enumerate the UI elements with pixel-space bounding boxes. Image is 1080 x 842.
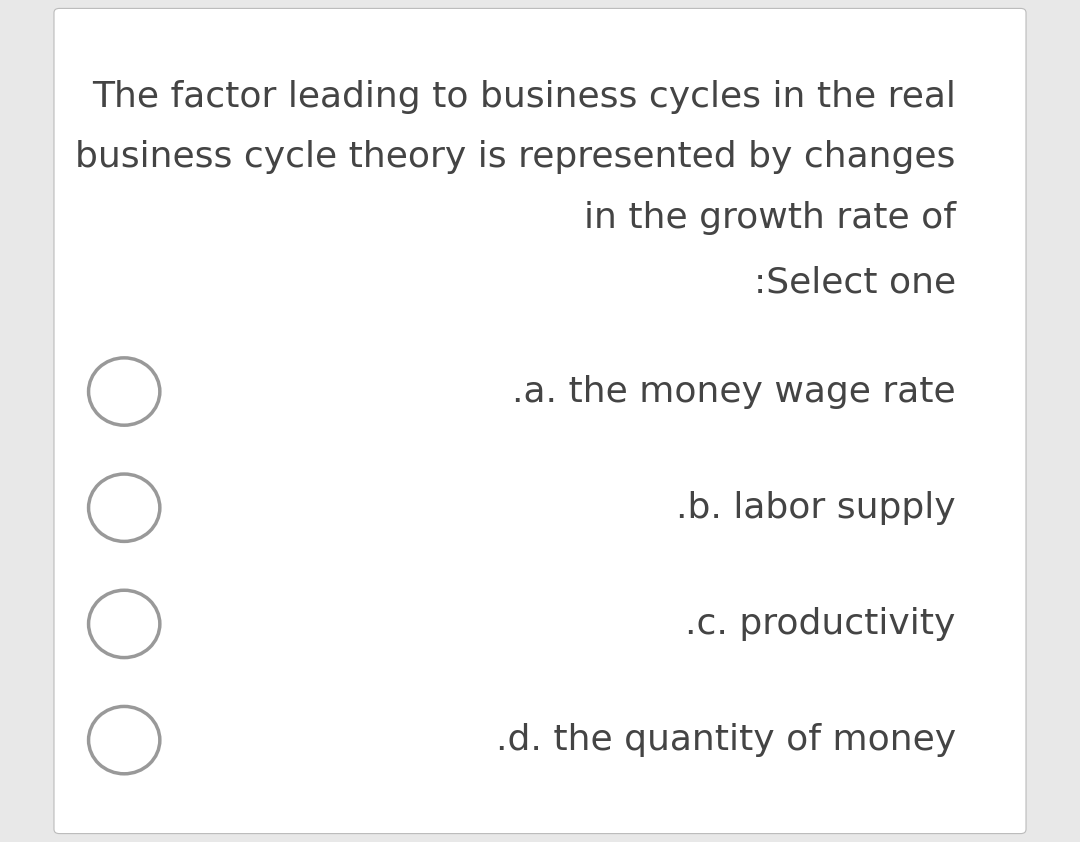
FancyBboxPatch shape bbox=[54, 8, 1026, 834]
Text: business cycle theory is represented by changes: business cycle theory is represented by … bbox=[76, 141, 956, 174]
Text: in the growth rate of: in the growth rate of bbox=[584, 201, 956, 235]
Ellipse shape bbox=[89, 706, 160, 774]
Ellipse shape bbox=[89, 358, 160, 425]
Text: .a. the money wage rate: .a. the money wage rate bbox=[512, 375, 956, 408]
Text: :Select one: :Select one bbox=[754, 265, 956, 299]
Text: .c. productivity: .c. productivity bbox=[686, 607, 956, 641]
Ellipse shape bbox=[89, 474, 160, 541]
Text: .b. labor supply: .b. labor supply bbox=[676, 491, 956, 525]
Ellipse shape bbox=[89, 590, 160, 658]
Text: .d. the quantity of money: .d. the quantity of money bbox=[496, 723, 956, 757]
Text: The factor leading to business cycles in the real: The factor leading to business cycles in… bbox=[92, 80, 956, 114]
